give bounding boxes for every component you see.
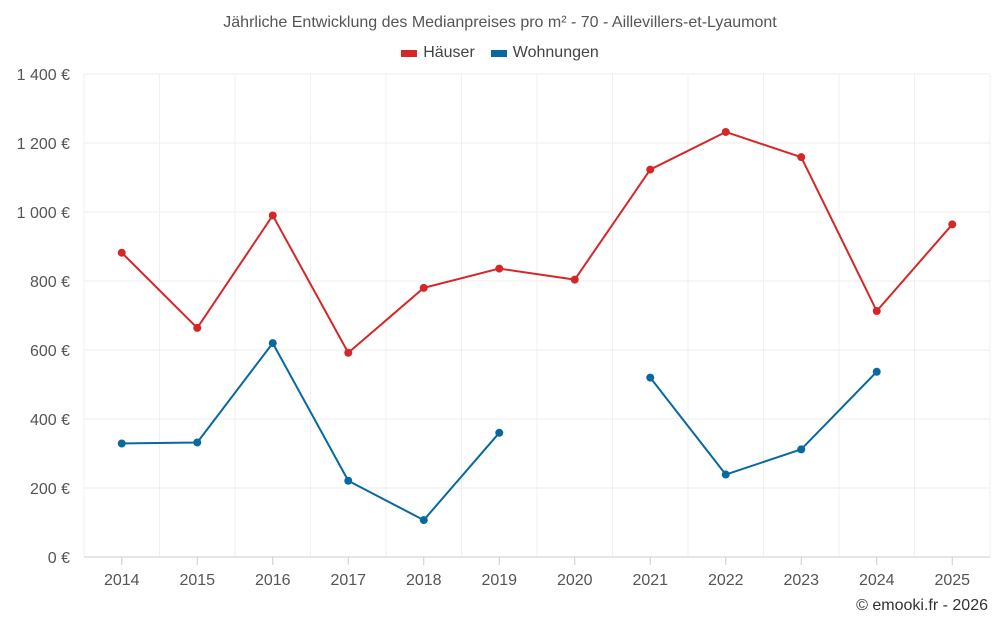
y-tick-label: 400 € [30, 412, 70, 429]
chart-title: Jährliche Entwicklung des Medianpreises … [223, 14, 777, 31]
data-point-haeuser [948, 220, 957, 229]
data-point-haeuser [268, 211, 277, 220]
data-point-wohnungen [193, 438, 202, 447]
series-line-haeuser [121, 130, 954, 354]
y-tick-label: 1 200 € [17, 136, 70, 153]
x-tick-label: 2022 [708, 572, 744, 589]
data-point-wohnungen [495, 428, 504, 437]
data-point-wohnungen [721, 470, 730, 479]
legend: Häuser Wohnungen [0, 44, 1000, 62]
x-tick-label: 2017 [330, 572, 366, 589]
data-point-wohnungen [646, 373, 655, 382]
x-tick-label: 2025 [934, 572, 970, 589]
legend-label-haeuser: Häuser [423, 44, 475, 61]
data-point-haeuser [495, 264, 504, 273]
axis-layer: 0 € 200 € 400 € 600 € 800 € 1 000 € 1 200 € 1 4… [17, 67, 990, 589]
x-tick-label: 2014 [104, 572, 140, 589]
grid-layer [83, 73, 991, 558]
data-point-wohnungen [419, 516, 428, 525]
data-point-wohnungen [797, 445, 806, 454]
x-tick-label: 2024 [859, 572, 895, 589]
data-point-haeuser [872, 307, 881, 316]
data-point-wohnungen [117, 439, 126, 448]
y-tick-label: 1 400 € [17, 67, 70, 84]
data-point-wohnungen [344, 476, 353, 485]
data-point-haeuser [570, 275, 579, 284]
data-point-haeuser [117, 248, 126, 257]
x-tick-label: 2016 [255, 572, 291, 589]
data-point-haeuser [721, 127, 730, 136]
y-tick-label: 200 € [30, 481, 70, 498]
x-tick-label: 2021 [632, 572, 668, 589]
data-point-haeuser [419, 283, 428, 292]
x-tick-label: 2019 [481, 572, 517, 589]
y-tick-label: 1 000 € [17, 205, 70, 222]
data-point-haeuser [797, 153, 806, 162]
legend-item-haeuser[interactable]: Häuser [401, 44, 475, 62]
credit-text: © emooki.fr - 2026 [856, 597, 988, 614]
x-tick-label: 2018 [406, 572, 442, 589]
y-tick-label: 0 € [48, 550, 70, 567]
data-point-haeuser [193, 323, 202, 332]
x-tick-label: 2020 [557, 572, 593, 589]
data-point-wohnungen [268, 339, 277, 348]
x-tick-label: 2015 [179, 572, 215, 589]
series-line-wohnungen [121, 342, 501, 522]
data-point-wohnungen [872, 367, 881, 376]
y-tick-label: 600 € [30, 343, 70, 360]
series-layer [117, 127, 957, 525]
data-point-haeuser [646, 165, 655, 174]
x-tick-label: 2023 [783, 572, 819, 589]
legend-swatch-wohnungen [490, 49, 507, 57]
legend-item-wohnungen[interactable]: Wohnungen [490, 44, 599, 62]
legend-swatch-haeuser [401, 49, 418, 57]
legend-label-wohnungen: Wohnungen [512, 44, 599, 61]
y-tick-label: 800 € [30, 274, 70, 291]
series-line-wohnungen [649, 371, 878, 476]
data-point-haeuser [344, 348, 353, 357]
